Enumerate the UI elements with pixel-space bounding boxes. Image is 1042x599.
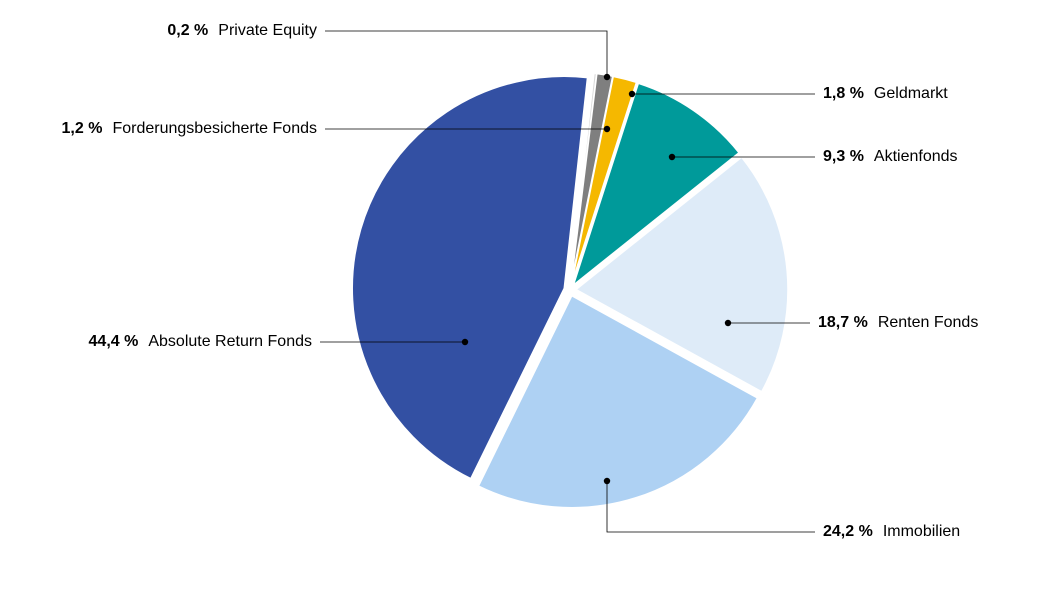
leader-dot [461,338,469,346]
slice-label: 9,3 % Aktienfonds [823,148,958,165]
pie-slice [574,156,789,393]
value-label: 18,7 % [818,314,868,331]
category-label: Forderungsbesicherte Fonds [112,120,317,137]
pie-slice [477,294,759,509]
value-label: 9,3 % [823,148,864,165]
value-label: 24,2 % [823,523,873,540]
category-label: Private Equity [218,22,317,39]
leader-dot [628,90,636,98]
slice-label: 24,2 % Immobilien [823,523,960,540]
value-label: 44,4 % [89,333,139,350]
leader-dot [603,125,611,133]
leader-dot [603,73,611,81]
slice-label: 18,7 % Renten Fonds [818,314,978,331]
value-label: 0,2 % [167,22,208,39]
slice-label: 44,4 % Absolute Return Fonds [89,333,312,350]
category-label: Absolute Return Fonds [148,333,312,350]
slice-label: 1,2 % Forderungsbesicherte Fonds [62,120,317,137]
value-label: 1,2 % [62,120,103,137]
category-label: Geldmarkt [874,85,948,102]
slice-label: 1,8 % Geldmarkt [823,85,948,102]
category-label: Immobilien [883,523,960,540]
leader-line [325,30,608,77]
category-label: Aktienfonds [874,148,958,165]
leader-dot [724,319,732,327]
pie-slice [570,75,638,285]
leader-dot [603,477,611,485]
leader-line [606,481,815,533]
pie-slice [571,82,741,288]
pie-slice [351,75,589,480]
slice-label: 0,2 % Private Equity [167,22,317,39]
category-label: Renten Fonds [878,314,979,331]
leader-dot [668,153,676,161]
value-label: 1,8 % [823,85,864,102]
